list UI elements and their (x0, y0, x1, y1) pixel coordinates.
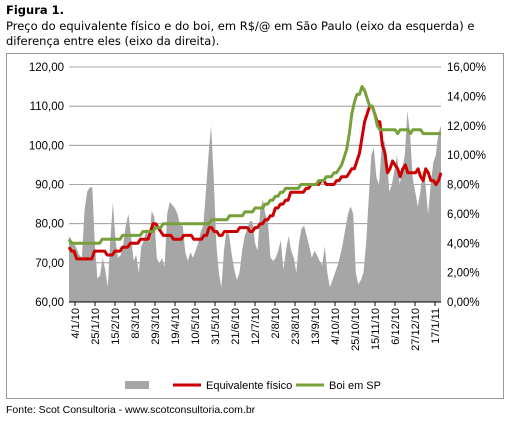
x-tick-label: 15/11/10 (370, 308, 382, 350)
y-right-tick-label: 12,00% (447, 121, 486, 133)
legend: Equivalente físico Boi em SP (125, 380, 381, 392)
y-left-tick-label: 90,00 (35, 180, 64, 192)
price-chart: 60,00 70,00 80,00 90,00 100,00 110,00 120,00 0,… (29, 62, 486, 392)
legend-label-equivalente: Equivalente físico (206, 380, 292, 392)
x-tick-label: 8/3/10 (130, 308, 142, 339)
figure-subtitle-line-2: diferença entre eles (eixo da direita). (6, 34, 220, 48)
y-right-tick-label: 2,00% (447, 268, 480, 280)
x-tick-label: 4/10/10 (330, 308, 342, 345)
x-tick-label: 25/1/10 (90, 308, 102, 345)
x-tick-label: 13/9/10 (310, 308, 322, 345)
x-tick-label: 15/2/10 (110, 308, 122, 345)
axes: 60,00 70,00 80,00 90,00 100,00 110,00 120,00 0,… (29, 62, 486, 351)
x-tick-label: 12/7/10 (250, 308, 262, 345)
x-tick-label: 17/1/11 (430, 308, 442, 344)
y-left-tick-label: 80,00 (35, 219, 64, 231)
legend-label-boi: Boi em SP (329, 380, 381, 392)
y-right-tick-label: 10,00% (447, 150, 486, 162)
series-line-boi (67, 85, 441, 245)
series-line-equivalente (67, 104, 443, 261)
difference-area (69, 111, 441, 302)
y-left-tick-label: 100,00 (29, 140, 64, 152)
chart-frame: 60,00 70,00 80,00 90,00 100,00 110,00 120,00 0,… (6, 53, 504, 399)
x-tick-label: 23/8/10 (290, 308, 302, 345)
legend-swatch-difference (125, 381, 149, 389)
x-tick-label: 6/12/10 (390, 308, 402, 345)
x-tick-label: 21/6/10 (230, 308, 242, 345)
x-tick-label: 19/4/10 (170, 308, 182, 345)
y-left-tick-label: 60,00 (35, 297, 64, 309)
y-left-tick-label: 110,00 (30, 101, 64, 113)
source-note: Fonte: Scot Consultoria - www.scotconsul… (6, 404, 256, 416)
y-right-tick-label: 0,00% (447, 297, 480, 309)
x-tick-label: 2/8/10 (270, 308, 282, 339)
y-right-tick-label: 6,00% (447, 209, 480, 221)
x-tick-label: 27/12/10 (410, 308, 422, 351)
x-tick-label: 31/5/10 (210, 308, 222, 345)
figure-subtitle: Preço do equivalente físico e do boi, em… (6, 19, 506, 49)
y-right-tick-label: 14,00% (447, 91, 486, 103)
y-right-tick-label: 16,00% (447, 62, 486, 74)
y-right-tick-label: 4,00% (447, 238, 480, 250)
y-right-tick-label: 8,00% (447, 180, 480, 192)
x-tick-label: 29/3/10 (150, 308, 162, 345)
figure-title: Figura 1. (6, 3, 65, 17)
x-tick-label: 4/1/10 (70, 308, 82, 339)
series-area-difference (69, 111, 441, 302)
y-left-tick-label: 70,00 (35, 258, 64, 270)
x-tick-label: 10/5/10 (190, 308, 202, 345)
y-left-tick-label: 120,00 (29, 62, 64, 74)
series-lines (67, 85, 443, 261)
figure-subtitle-line-1: Preço do equivalente físico e do boi, em… (6, 19, 475, 33)
x-tick-label: 25/10/10 (350, 308, 362, 351)
